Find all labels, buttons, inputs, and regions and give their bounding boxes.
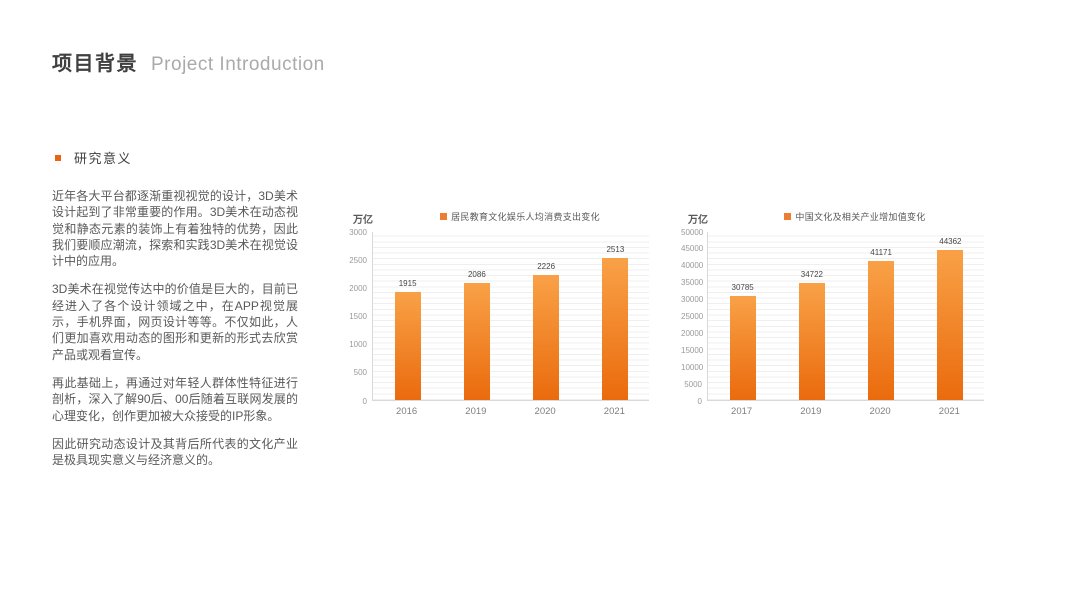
bar-2019 [463,282,490,400]
y-tick-label: 3000 [349,227,367,237]
paragraph: 3D美术在视觉传达中的价值是巨大的，目前已经进入了各个设计领域之中，在APP视觉… [52,282,298,362]
y-tick-label: 500 [353,368,367,378]
bar-2016 [394,292,421,400]
y-tick-label: 40000 [681,261,704,271]
section-header: 研究意义 [55,148,132,167]
legend-label: 中国文化及相关产业增加值变化 [795,212,926,222]
y-tick-label: 35000 [681,278,704,288]
page-title-en: Project Introduction [151,54,325,75]
y-tick-label: 10000 [681,362,704,372]
bar-value-label: 2513 [606,245,625,255]
bar-value-label: 44362 [939,237,962,247]
y-tick-label: 25000 [681,312,704,321]
x-tick-label: 2016 [396,406,418,417]
y-tick-label: 1500 [349,312,367,321]
chart-header: 万亿 居民教育文化娱乐人均消费支出变化 [346,206,668,226]
bar-value-label: 34722 [800,269,823,279]
y-tick-label: 45000 [681,244,704,254]
x-tick-label: 2020 [869,406,891,417]
plot-area: 30785 34722 41171 44362 [707,232,984,401]
bar-2019 [798,282,825,400]
y-tick-label: 2000 [349,283,367,293]
x-tick-label: 2021 [603,406,625,417]
square-bullet-icon [55,155,61,161]
bar-value-label: 2226 [537,261,556,271]
y-tick-label: 0 [697,396,702,406]
paragraph: 近年各大平台都逐渐重视视觉的设计，3D美术设计起到了非常重要的作用。3D美术在动… [52,189,298,269]
page-title-zh: 项目背景 [52,53,138,75]
bar-value-label: 41171 [870,247,892,257]
x-tick-label: 2019 [465,406,487,417]
bar-2017 [729,295,756,400]
y-tick-label: 50000 [681,227,704,237]
bar-2020 [533,274,560,400]
bar-2020 [868,260,895,400]
y-axis-unit-label: 万亿 [353,215,373,226]
legend: 居民教育文化娱乐人均消费支出变化 [372,210,668,223]
y-axis-unit-label: 万亿 [688,215,708,226]
bar-value-label: 1915 [398,279,417,289]
paragraph: 再此基础上，再通过对年轻人群体性特征进行剖析，深入了解90后、00后随着互联网发… [52,375,298,423]
bar-2021 [937,250,964,400]
paragraph: 因此研究动态设计及其背后所代表的文化产业是极具现实意义与经济意义的。 [52,436,298,468]
page-title: 项目背景 Project Introduction [52,47,325,76]
legend-swatch-icon [784,213,792,220]
chart-header: 万亿 中国文化及相关产业增加值变化 [681,206,1003,226]
x-tick-label: 2020 [534,406,556,417]
legend-swatch-icon [440,213,448,220]
legend-label: 居民教育文化娱乐人均消费支出变化 [451,212,600,222]
y-tick-label: 15000 [681,345,704,355]
y-tick-label: 1000 [349,340,367,350]
bar-value-label: 2086 [467,269,486,279]
chart-consumption-expenditure: 万亿 居民教育文化娱乐人均消费支出变化 1915 2086 2226 2513 0 50… [346,206,668,428]
y-tick-label: 0 [362,396,367,406]
x-tick-label: 2021 [938,406,960,417]
y-tick-label: 5000 [684,379,702,389]
y-tick-label: 20000 [681,328,704,338]
y-tick-label: 30000 [681,295,704,305]
body-text: 近年各大平台都逐渐重视视觉的设计，3D美术设计起到了非常重要的作用。3D美术在动… [52,188,298,468]
x-tick-label: 2017 [731,406,753,417]
section-label: 研究意义 [74,151,133,166]
bar-2021 [602,258,629,400]
y-tick-label: 2500 [349,255,367,265]
plot-area: 1915 2086 2226 2513 [372,232,649,401]
x-tick-label: 2019 [800,406,822,417]
legend: 中国文化及相关产业增加值变化 [707,210,1003,223]
chart-culture-industry-value: 万亿 中国文化及相关产业增加值变化 30785 34722 41171 44362 0… [681,206,1003,428]
bar-value-label: 30785 [731,282,754,292]
